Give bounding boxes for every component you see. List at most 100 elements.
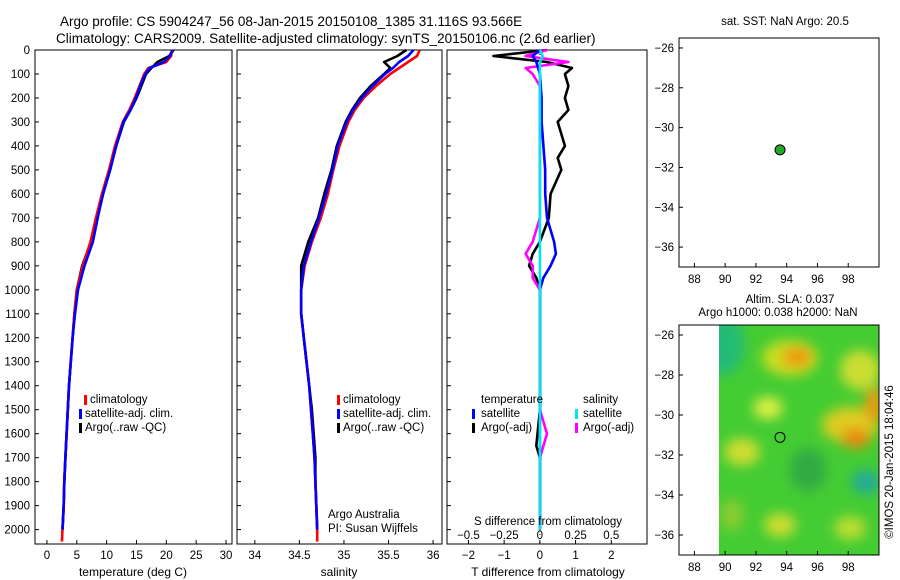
- x-tick-label: 34.5: [288, 550, 310, 562]
- sla-blob: [720, 499, 744, 531]
- x-tick-label: 25: [190, 550, 203, 562]
- legend-swatch-s-argo: [575, 423, 578, 433]
- x-tick-label: 5: [74, 550, 80, 562]
- x-tick-label: 15: [130, 550, 143, 562]
- series-line-s-satellite: [538, 49, 545, 530]
- sla-blob: [719, 325, 744, 375]
- difference-x-axis: −2 −1 0 1 2 −0.5 −0.25 0 0.25 0.5: [447, 49, 619, 562]
- depth-tick-label: 200: [11, 93, 30, 105]
- legend-swatch-satellite: [337, 409, 340, 419]
- depth-tick-label: 1100: [5, 309, 30, 321]
- legend-climatology: climatology: [343, 394, 401, 406]
- lat-tick-label: −34: [654, 490, 674, 502]
- series-line-t-argo-adj-: [492, 48, 574, 530]
- sla-blob: [724, 438, 760, 466]
- sla-blob: [790, 448, 826, 492]
- depth-tick-label: 2000: [4, 525, 30, 537]
- x-tick-label: 0: [44, 550, 50, 562]
- x-tick-label: 20: [160, 550, 173, 562]
- difference-xlabel: T difference from climatology: [471, 565, 625, 579]
- salinity-legend: climatology satellite-adj. clim. Argo(..…: [337, 394, 431, 434]
- sst-map-ticks: 88 90 92 94 96 98 −26 −28 −30 −32 −34 −36: [654, 43, 854, 286]
- sla-blob: [764, 513, 796, 537]
- series-line-s-argo-adj-: [524, 48, 570, 530]
- sst-map-axes: [678, 37, 880, 268]
- x-tick-label: 2: [608, 550, 614, 562]
- depth-axis: 0 100 200 300 400 500 600 700 800 900 1000 1100 1200…: [4, 45, 39, 537]
- legend-t-satellite: satellite: [481, 408, 520, 420]
- lon-tick-label: 94: [780, 562, 793, 574]
- sla-blob: [753, 397, 783, 419]
- sla-title-line1: Altim. SLA: 0.037: [746, 294, 835, 306]
- lat-tick-label: −36: [654, 530, 674, 542]
- lon-tick-label: 88: [688, 274, 701, 286]
- sst-map-title: sat. SST: NaN Argo: 20.5: [721, 16, 849, 28]
- sla-blob: [840, 350, 879, 390]
- sla-map-ticks: 88 90 92 94 96 98 −26 −28 −30 −32 −34 −36: [654, 330, 854, 574]
- credit: ©IMOS 20-Jan-2015 18:04:46: [884, 385, 896, 539]
- lon-tick-label: 98: [842, 562, 855, 574]
- legend-argo: Argo(..raw -QC): [343, 422, 424, 434]
- depth-tick-label: 800: [11, 237, 30, 249]
- legend-t-argo: Argo(-adj): [481, 422, 532, 434]
- depth-tick-label: 1300: [4, 357, 30, 369]
- salinity-panel: 34 34.5 35 35.5 36 climatology satellite-adj…: [236, 48, 443, 579]
- sla-heatmap: [719, 325, 879, 555]
- lat-tick-label: −36: [654, 242, 674, 254]
- lon-tick-label: 90: [719, 562, 732, 574]
- lon-tick-label: 92: [750, 562, 763, 574]
- temperature-panel: 0100200300400500600700800900100011001200…: [4, 45, 233, 579]
- depth-tick-label: 1400: [4, 381, 30, 393]
- temperature-axes: [34, 49, 233, 545]
- sla-blob: [842, 428, 870, 448]
- x-tick-label: 35.5: [377, 550, 399, 562]
- sla-field: [719, 325, 879, 540]
- salinity-xlabel: salinity: [321, 565, 358, 579]
- temperature-x-axis: 0 5 10 15 20 25 30: [44, 540, 232, 562]
- series-line-satellite-adj-clim-: [61, 49, 174, 530]
- x-tick-label: 34: [248, 550, 261, 562]
- series-line-t-satellite: [531, 49, 558, 530]
- legend-s-argo: Argo(-adj): [583, 422, 634, 434]
- lat-tick-label: −32: [654, 450, 674, 462]
- legend-swatch-climatology: [84, 395, 87, 405]
- x-tick-label: −2: [462, 550, 475, 562]
- lon-tick-label: 90: [719, 274, 732, 286]
- lat-tick-label: −32: [654, 162, 674, 174]
- legend-satellite: satellite-adj. clim.: [343, 408, 431, 420]
- lat-tick-label: −30: [654, 123, 674, 135]
- argo-position-marker: [774, 144, 786, 156]
- sla-blob: [852, 470, 879, 494]
- lon-tick-label: 98: [842, 274, 855, 286]
- depth-tick-label: 900: [11, 261, 30, 273]
- series-line-satellite-adj-clim-: [299, 49, 415, 530]
- sla-map-points: [774, 431, 786, 443]
- salinity-x-axis: 34 34.5 35 35.5 36: [237, 49, 439, 562]
- depth-tick-label: 1200: [4, 333, 30, 345]
- lon-tick-label: 88: [688, 562, 701, 574]
- s-tick-label: −0.5: [457, 530, 480, 542]
- temperature-xlabel: temperature (deg C): [79, 565, 187, 579]
- x-tick-label: 1: [572, 550, 578, 562]
- s-tick-label: 0.25: [564, 530, 586, 542]
- sla-map-axes: [678, 324, 880, 556]
- x-tick-label: 0: [537, 550, 543, 562]
- lon-tick-label: 96: [811, 274, 824, 286]
- difference-legend: temperature salinity satellite Argo(-adj…: [472, 394, 634, 434]
- lat-tick-label: −28: [654, 83, 674, 95]
- legend-swatch-t-argo: [472, 423, 475, 433]
- sst-map-panel: sat. SST: NaN Argo: 20.5 88 90 92 94 96 98 −26…: [654, 16, 880, 286]
- legend-argo: Argo(..raw -QC): [85, 422, 166, 434]
- legend-swatch-t-satellite: [472, 409, 475, 419]
- depth-tick-label: 500: [11, 165, 30, 177]
- difference-axes: [446, 49, 648, 545]
- legend-s-satellite: satellite: [583, 408, 622, 420]
- legend-title-salinity: salinity: [583, 394, 618, 406]
- sla-blob: [865, 387, 879, 423]
- depth-tick-label: 400: [11, 141, 30, 153]
- s-tick-label: 0: [537, 530, 543, 542]
- salinity-lines: [299, 48, 421, 542]
- series-line-climatology: [299, 49, 421, 542]
- salinity-annotation-line1: Argo Australia: [328, 509, 400, 521]
